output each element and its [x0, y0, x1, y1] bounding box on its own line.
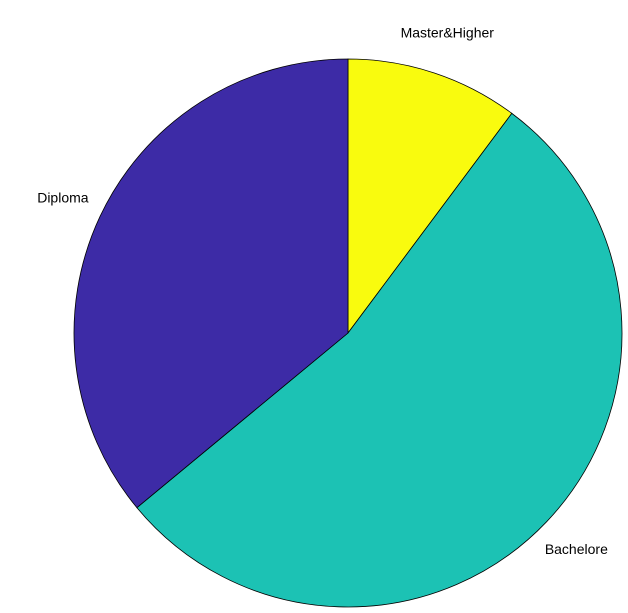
slice-label: Diploma [37, 190, 89, 206]
pie-slice [73, 58, 349, 509]
pie-slice [347, 58, 513, 335]
pie-slice [136, 112, 623, 608]
slice-label: Master&Higher [401, 25, 495, 41]
slice-label: Bachelore [545, 541, 608, 557]
